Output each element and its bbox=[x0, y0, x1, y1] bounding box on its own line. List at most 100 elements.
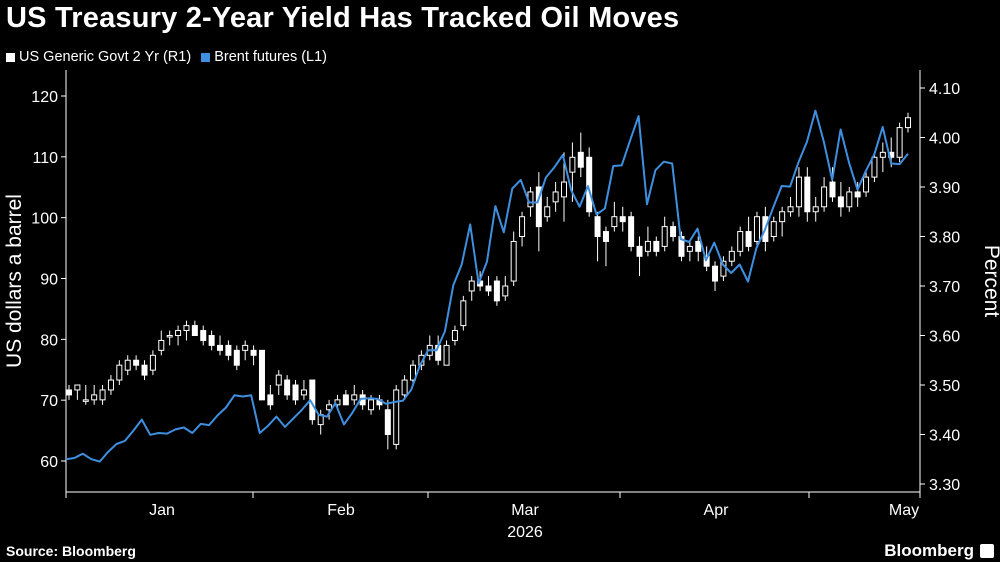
candle-body-down bbox=[217, 344, 224, 351]
candle-body-up bbox=[107, 379, 114, 391]
candle-body-up bbox=[275, 374, 282, 386]
left-axis-tick-label: 70 bbox=[40, 393, 58, 410]
candle-body-down bbox=[678, 236, 685, 257]
candle-body-down bbox=[695, 240, 702, 252]
candle-body-down bbox=[804, 176, 811, 213]
candle-body-up bbox=[661, 226, 668, 247]
legend: US Generic Govt 2 Yr (R1) Brent futures … bbox=[6, 49, 337, 65]
candle-body-up bbox=[74, 384, 81, 391]
candle-body-up bbox=[393, 389, 400, 445]
candle-body-down bbox=[670, 226, 677, 238]
left-axis-tick-label: 110 bbox=[32, 150, 58, 167]
x-axis-year-label: 2026 bbox=[507, 524, 543, 541]
candle-body-up bbox=[569, 156, 576, 173]
right-axis-label: Percent bbox=[980, 245, 1000, 318]
candle-body-up bbox=[644, 240, 651, 252]
candle-body-up bbox=[149, 354, 156, 371]
candle-body-down bbox=[628, 216, 635, 247]
candle-body-up bbox=[183, 325, 190, 332]
candle-body-down bbox=[712, 265, 719, 282]
candle-body-down bbox=[829, 181, 836, 198]
candle-body-up bbox=[795, 176, 802, 208]
x-axis-month-label: Apr bbox=[704, 502, 730, 519]
left-axis-tick-label: 90 bbox=[40, 272, 58, 289]
candle-body-up bbox=[863, 176, 870, 193]
candle-body-down bbox=[141, 364, 148, 376]
candle-body-up bbox=[502, 285, 509, 297]
left-axis-tick-label: 80 bbox=[40, 332, 58, 349]
candle-body-down bbox=[653, 240, 660, 252]
bloomberg-icon bbox=[980, 544, 994, 558]
candle-body-up bbox=[443, 344, 450, 366]
candle-body-down bbox=[493, 280, 500, 302]
candle-body-up bbox=[896, 127, 903, 158]
candle-body-up bbox=[468, 280, 475, 292]
candle-body-up bbox=[812, 206, 819, 213]
candle-body-up bbox=[879, 151, 886, 158]
candle-body-up bbox=[871, 156, 878, 178]
candle-body-down bbox=[535, 186, 542, 228]
candle-body-up bbox=[158, 339, 165, 351]
candle-body-up bbox=[561, 181, 568, 198]
candle-body-up bbox=[544, 206, 551, 218]
candle-body-down bbox=[485, 285, 492, 292]
candle-body-down bbox=[250, 349, 257, 356]
legend-item-us2y: US Generic Govt 2 Yr (R1) bbox=[6, 49, 191, 65]
candle-body-down bbox=[292, 384, 299, 401]
candle-body-down bbox=[267, 394, 274, 406]
legend-label-brent: Brent futures (L1) bbox=[214, 49, 328, 65]
candle-body-up bbox=[451, 330, 458, 341]
candle-body-up bbox=[409, 364, 416, 381]
candle-body-down bbox=[602, 231, 609, 242]
candle-body-down bbox=[133, 359, 140, 366]
candle-body-down bbox=[594, 216, 601, 237]
right-axis-tick-label: 3.50 bbox=[929, 378, 960, 395]
right-axis-tick-label: 3.90 bbox=[929, 180, 960, 197]
candle-body-up bbox=[686, 245, 693, 252]
candle-body-down bbox=[233, 349, 240, 366]
candle-body-up bbox=[753, 216, 760, 242]
left-axis-tick-label: 120 bbox=[31, 89, 58, 106]
candle-body-up bbox=[737, 231, 744, 252]
legend-swatch-brent bbox=[201, 52, 211, 62]
candle-body-down bbox=[384, 409, 391, 435]
candle-body-up bbox=[124, 359, 131, 371]
candle-body-down bbox=[577, 151, 584, 168]
right-axis-tick-label: 3.40 bbox=[929, 428, 960, 445]
brent-line-series bbox=[65, 109, 909, 463]
candle-body-down bbox=[258, 349, 265, 401]
source-note: Source: Bloomberg bbox=[6, 543, 136, 559]
candle-body-up bbox=[846, 191, 853, 208]
candle-body-down bbox=[745, 231, 752, 247]
x-axis-month-label: Mar bbox=[511, 502, 539, 519]
axes: 60 70 80 90 100 110 120 US dollars a barrel 3.30… bbox=[3, 70, 1000, 541]
candle-body-up bbox=[821, 186, 828, 208]
candle-body-down bbox=[854, 191, 861, 198]
candle-body-up bbox=[552, 191, 559, 203]
candle-body-up bbox=[116, 364, 123, 381]
candle-body-up bbox=[368, 399, 375, 411]
x-axis-month-label: Feb bbox=[327, 502, 355, 519]
left-axis-tick-label: 100 bbox=[31, 211, 58, 228]
candle-body-up bbox=[728, 250, 735, 262]
right-axis-tick-label: 4.10 bbox=[929, 81, 960, 98]
candle-body-down bbox=[837, 196, 844, 208]
candle-body-down bbox=[200, 330, 207, 341]
candle-body-up bbox=[460, 300, 467, 327]
candlestick-series bbox=[66, 112, 911, 450]
candle-body-up bbox=[175, 330, 182, 336]
candle-body-down bbox=[619, 216, 626, 223]
candle-body-down bbox=[342, 394, 349, 406]
candle-body-up bbox=[99, 389, 106, 401]
legend-swatch-us2y bbox=[6, 52, 15, 62]
candle-body-up bbox=[91, 394, 98, 401]
legend-item-brent: Brent futures (L1) bbox=[201, 49, 327, 65]
right-axis-tick-label: 4.00 bbox=[929, 131, 960, 148]
candle-body-up bbox=[401, 379, 408, 396]
legend-label-us2y: US Generic Govt 2 Yr (R1) bbox=[19, 49, 192, 65]
candle-body-down bbox=[66, 389, 72, 396]
candle-body-down bbox=[191, 325, 198, 337]
chart-title: US Treasury 2-Year Yield Has Tracked Oil… bbox=[6, 2, 680, 34]
candle-body-up bbox=[326, 404, 333, 411]
